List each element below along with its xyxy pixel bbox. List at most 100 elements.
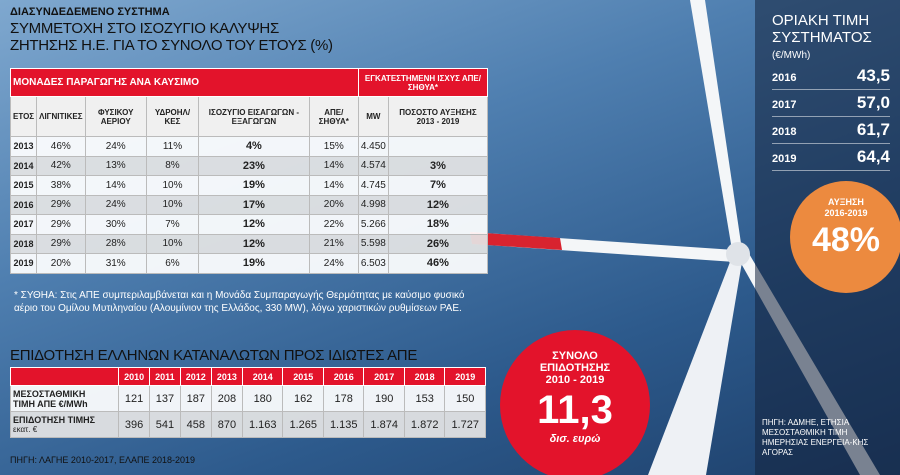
table-cell: 3% [387,155,489,176]
year-header: 2019 [444,367,486,386]
total-label-line: ΣΥΝΟΛΟ [552,350,598,362]
row-label: ΕΠΙΔΟΤΗΣΗ ΤΙΜΗΣ εκατ. € [10,411,119,438]
table-cell: 2019 [9,253,38,274]
subsidy-cell: 208 [210,385,244,412]
price-row: 2018 61,7 [772,120,890,144]
table-cell: 10% [145,233,200,254]
subsidy-cell: 150 [444,385,486,412]
table-row: 2018 29% 28% 10% 12% 21% 5.598 26% [9,233,489,254]
title-line: ΖΗΤΗΣΗΣ Η.Ε. ΓΙΑ ΤΟ ΣΥΝΟΛΟ ΤΟΥ ΕΤΟΥΣ (%) [10,37,333,54]
title: ΣΥΜΜΕΤΟΧΗ ΣΤΟ ΙΣΟΖΥΓΙΟ ΚΑΛΥΨΗΣ ΖΗΤΗΣΗΣ Η.… [10,20,333,54]
table-cell: 5.266 [357,214,389,235]
fuel-share-table: ΜΟΝΑΔΕΣ ΠΑΡΑΓΩΓΗΣ ΑΝΑ ΚΑΥΣΙΜΟ ΕΓΚΑΤΕΣΤΗΜΕ… [9,68,489,274]
price-year: 2019 [772,153,797,165]
subsidy-cell: 870 [210,411,244,438]
table-row: 2015 38% 14% 10% 19% 14% 4.745 7% [9,175,489,196]
column-header: ΛΙΓΝΙΤΙΚΕΣ [36,96,86,137]
column-header: ΕΤΟΣ [9,96,38,137]
table-cell: 14% [308,175,359,196]
table-cell: 6.503 [357,253,389,274]
column-header: ΥΔΡΟΗΛ/ ΚΕΣ [145,96,200,137]
total-value: 11,3 [537,388,613,432]
table-cell: 17% [198,194,310,215]
table-cell: 11% [145,136,200,157]
title-line: ΟΡΙΑΚΗ ΤΙΜΗ [772,12,870,29]
table-cell: 10% [145,175,200,196]
table-cell: 29% [36,194,86,215]
table-cell: 13% [84,155,147,176]
table-cell: 28% [84,233,147,254]
year-header-row: 2010 2011 2012 2013 2014 2015 2016 2017 2018 2019 [10,367,486,386]
table-cell: 8% [145,155,200,176]
group-header: ΕΓΚΑΤΕΣΤΗΜΕΝΗ ΙΣΧΥΣ ΑΠΕ/ΣΗΘΥΑ* [357,68,489,97]
increase-label: ΑΥΞΗΣΗ 2016-2019 [790,197,900,219]
price-year: 2018 [772,126,797,138]
table-cell: 21% [308,233,359,254]
blade-tip [470,232,562,250]
year-header: 2012 [179,367,212,386]
subsidy-cell: 458 [179,411,212,438]
subsidy-table: 2010 2011 2012 2013 2014 2015 2016 2017 2018 2019… [10,367,486,438]
subsidy-title: ΕΠΙΔΟΤΗΣΗ ΕΛΛΗΝΩΝ ΚΑΤΑΝΑΛΩΤΩΝ ΠΡΟΣ ΙΔΙΩΤ… [10,347,418,364]
table-cell: 6% [145,253,200,274]
year-header: 2018 [403,367,446,386]
subsidy-cell: 1.163 [241,411,284,438]
turbine-blade [690,0,742,250]
table-cell: 30% [84,214,147,235]
price-year: 2016 [772,72,797,84]
total-unit: δισ. ευρώ [549,433,601,445]
table-row: 2016 29% 24% 10% 17% 20% 4.998 12% [9,194,489,215]
price-value: 61,7 [856,120,890,139]
table-cell: 46% [36,136,86,157]
table-cell: 31% [84,253,147,274]
marginal-price-title: ΟΡΙΑΚΗ ΤΙΜΗ ΣΥΣΤΗΜΑΤΟΣ [772,12,872,46]
table-cell: 7% [387,175,489,196]
column-header: ΦΥΣΙΚΟΥ ΑΕΡΙΟΥ [84,96,147,137]
table-row: 2013 46% 24% 11% 4% 15% 4.450 [9,136,489,157]
table-cell: 20% [308,194,359,215]
subsidy-cell: 1.265 [282,411,324,438]
subsidy-cell: 1.874 [363,411,405,438]
table-cell: 24% [84,136,147,157]
table-cell: 7% [145,214,200,235]
price-row: 2016 43,5 [772,66,890,90]
table-cell: 46% [387,253,489,274]
subsidy-cell: 180 [241,385,284,412]
increase-badge: ΑΥΞΗΣΗ 2016-2019 48% [790,181,900,293]
year-header: 2017 [363,367,405,386]
price-value: 43,5 [856,66,890,85]
table-cell: 12% [198,233,310,254]
source: ΠΗΓΗ: ΛΑΓΗΕ 2010-2017, ΕΛΑΠΕ 2018-2019 [10,455,196,465]
table-cell: 20% [36,253,86,274]
table-cell: 23% [198,155,310,176]
column-header-row: ΕΤΟΣ ΛΙΓΝΙΤΙΚΕΣ ΦΥΣΙΚΟΥ ΑΕΡΙΟΥ ΥΔΡΟΗΛ/ ΚΕΣ Ι… [9,96,489,137]
table-cell: 12% [198,214,310,235]
table-cell: 38% [36,175,86,196]
table-cell: 4.450 [357,136,389,157]
table-cell: 10% [145,194,200,215]
table-cell: 2018 [9,233,38,254]
year-header: 2016 [322,367,365,386]
column-header: ΠΟΣΟΣΤΟ ΑΥΞΗΣΗΣ 2013 - 2019 [387,96,489,137]
subsidy-row: ΜΕΣΟΣΤΑΘΜΙΚΗ ΤΙΜΗ ΑΠΕ €/MWh 121 137 187 208 18… [10,385,486,412]
table-cell: 14% [308,155,359,176]
year-header: 2010 [117,367,151,386]
kicker: ΔΙΑΣΥΝΔΕΔΕΜΕΝΟ ΣΥΣΤΗΜΑ [10,6,170,18]
subsidy-cell: 1.727 [444,411,486,438]
column-header: ΙΣΟΖΥΓΙΟ ΕΙΣΑΓΩΓΩΝ - ΕΞΑΓΩΓΩΝ [198,96,310,137]
title-line: ΣΥΣΤΗΜΑΤΟΣ [772,29,872,46]
table-row: 2019 20% 31% 6% 19% 24% 6.503 46% [9,253,489,274]
year-header: 2011 [149,367,181,386]
total-badge: ΣΥΝΟΛΟ ΕΠΙΔΟΤΗΣΗΣ 2010 - 2019 11,3 δισ. ευρώ [500,330,650,475]
table-cell: 26% [387,233,489,254]
table-cell: 29% [36,214,86,235]
table-cell: 29% [36,233,86,254]
marginal-price-unit: (€/MWh) [772,50,811,61]
table-cell: 19% [198,175,310,196]
increase-label-line: 2016-2019 [824,208,868,218]
subsidy-cell: 153 [403,385,446,412]
turbine-tower [648,262,742,475]
